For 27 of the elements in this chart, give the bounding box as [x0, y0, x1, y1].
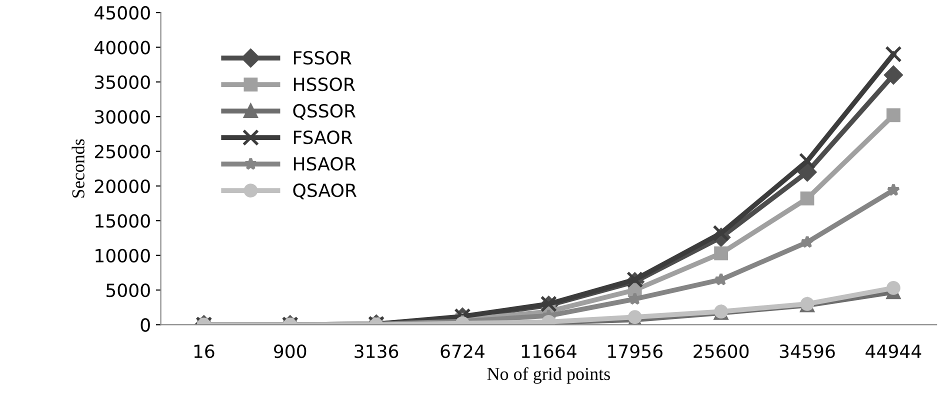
- legend-label: HSAOR: [294, 157, 356, 171]
- x-tick-label: 25600: [694, 344, 749, 358]
- x-tick-label: 17956: [608, 344, 662, 358]
- x-tick-label: 6724: [440, 344, 484, 358]
- legend-label: FSSOR: [294, 50, 352, 65]
- x-tick-label: 16: [194, 344, 214, 358]
- y-tick-label: 5000: [106, 284, 150, 298]
- x-tick-label: 34596: [780, 344, 835, 358]
- y-axis-title: Seconds: [72, 139, 84, 198]
- y-tick-label: 45000: [94, 6, 150, 20]
- y-tick-label: 0: [140, 318, 150, 332]
- x-tick-label: 900: [274, 344, 306, 358]
- legend-label: QSSOR: [293, 104, 356, 120]
- y-tick-label: 35000: [95, 75, 150, 90]
- y-tick-label: 40000: [94, 40, 150, 54]
- x-tick-label: 44944: [866, 344, 922, 358]
- legend-label: QSAOR: [293, 184, 357, 200]
- x-tick-label: 3136: [354, 344, 398, 358]
- x-axis-title: No of grid points: [487, 367, 610, 384]
- legend-label: HSSOR: [294, 77, 355, 92]
- y-tick-label: 25000: [94, 144, 150, 158]
- y-tick-label: 20000: [94, 179, 150, 194]
- legend-label: FSAOR: [294, 130, 352, 144]
- y-tick-label: 15000: [96, 214, 150, 228]
- y-tick-label: 10000: [96, 248, 150, 262]
- y-tick-label: 30000: [95, 110, 150, 124]
- x-tick-label: 11664: [522, 344, 576, 358]
